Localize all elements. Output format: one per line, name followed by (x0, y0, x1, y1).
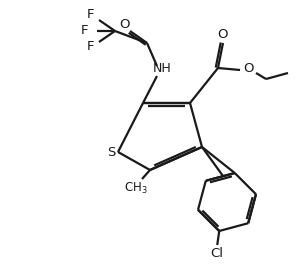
Text: F: F (87, 8, 95, 21)
Text: S: S (107, 146, 115, 159)
Text: O: O (119, 17, 129, 30)
Text: O: O (243, 61, 253, 75)
Text: F: F (81, 24, 89, 38)
Text: CH$_3$: CH$_3$ (124, 180, 148, 196)
Text: F: F (87, 41, 95, 54)
Text: O: O (218, 29, 228, 42)
Text: NH: NH (153, 61, 171, 75)
Text: Cl: Cl (211, 248, 224, 261)
